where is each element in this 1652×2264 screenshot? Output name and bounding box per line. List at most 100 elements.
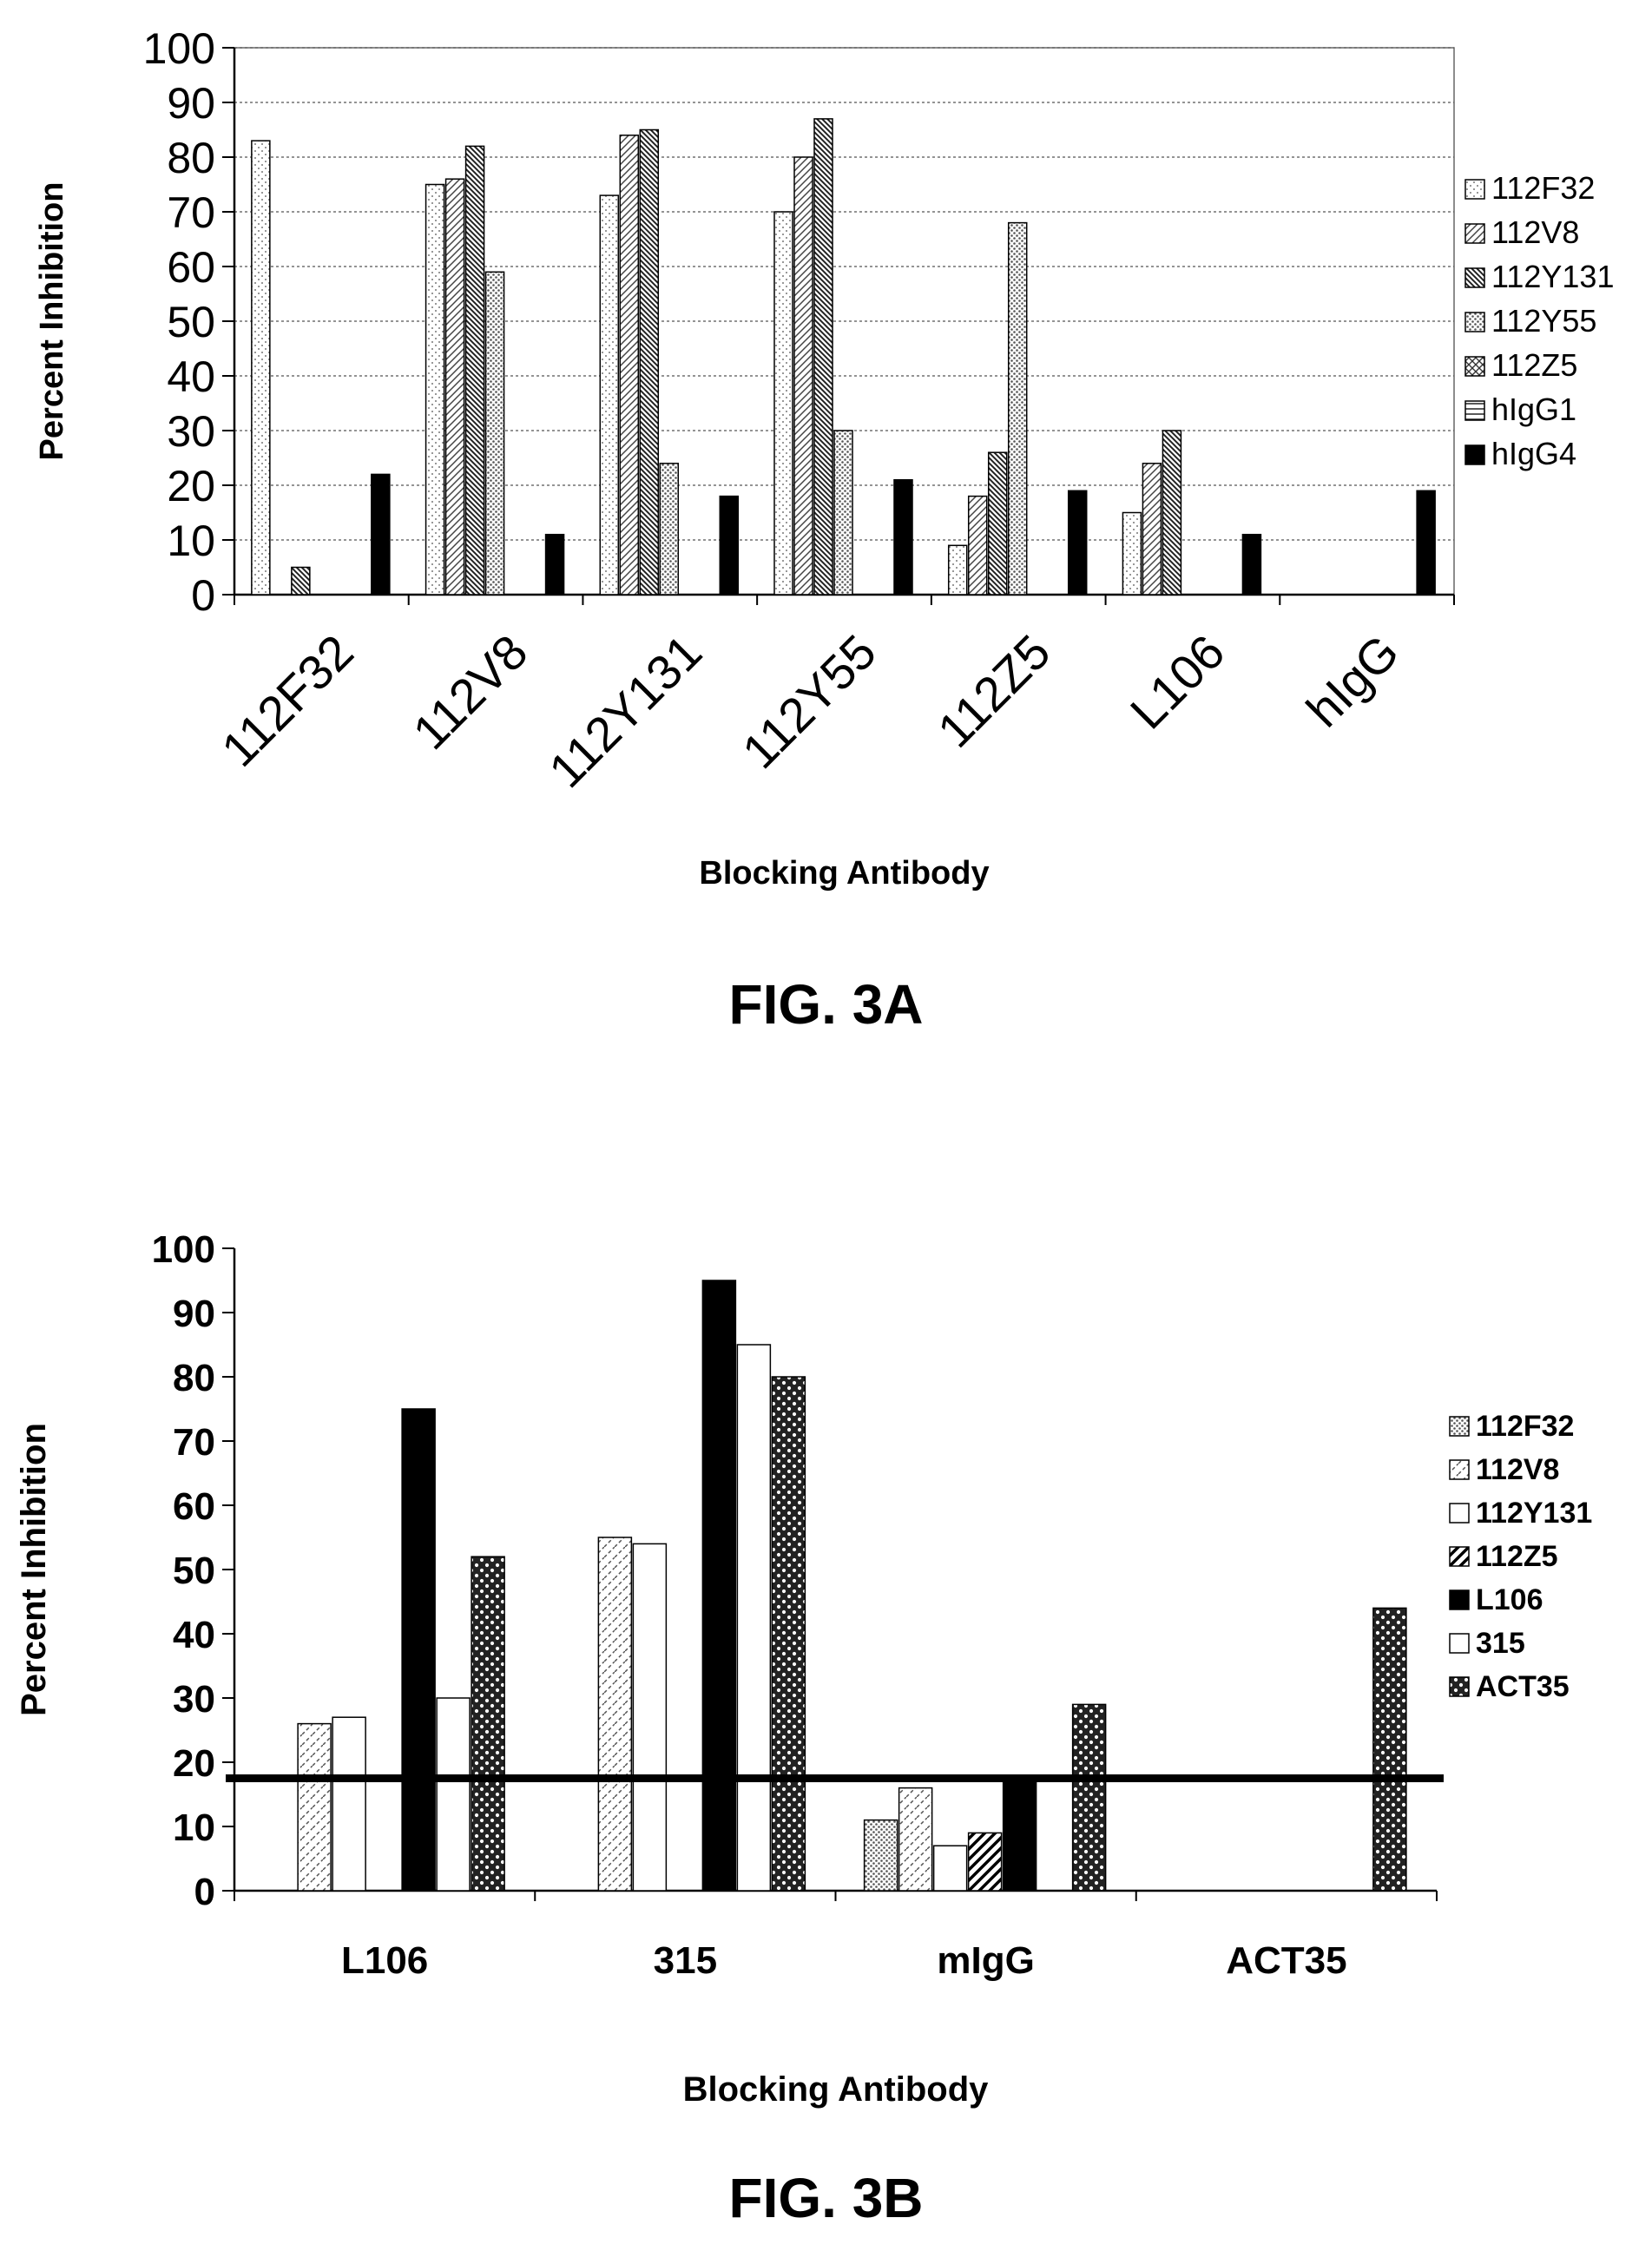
chart-3b-bar-112y131-l106 bbox=[332, 1716, 366, 1892]
chart-3b-y-tick-label: 50 bbox=[173, 1550, 215, 1592]
chart-3a-x-tick-label: 112V8 bbox=[402, 624, 537, 760]
chart-3a-legend-label-112f32: 112F32 bbox=[1491, 170, 1595, 206]
chart-3a-legend-label-higg4: hIgG4 bbox=[1491, 436, 1576, 471]
chart-3b-bar-112v8-migg bbox=[898, 1787, 933, 1892]
chart-3a-bar-112v8-l106 bbox=[1142, 463, 1162, 596]
chart-3a-y-tick-label: 40 bbox=[167, 352, 215, 401]
chart-3b-y-tick-label: 20 bbox=[173, 1742, 215, 1785]
chart-3a-bar-higg4-l106 bbox=[1241, 533, 1262, 596]
chart-3a-bar-112y131-112z5 bbox=[987, 451, 1008, 596]
chart-3a-x-tick-label: 112Y131 bbox=[538, 624, 712, 798]
chart-3b-bar-112z5-migg bbox=[967, 1832, 1003, 1892]
chart-3b-bar-act35-migg bbox=[1071, 1703, 1107, 1892]
chart-3a-legend-swatch-higg1 bbox=[1464, 400, 1485, 421]
chart-3b-legend-label-l106: L106 bbox=[1476, 1583, 1543, 1616]
chart-3a-bar-112y131-l106 bbox=[1162, 430, 1182, 596]
chart-3b-legend-label-112y131: 112Y131 bbox=[1476, 1497, 1592, 1530]
chart-3a-bar-112y55-112z5 bbox=[1007, 221, 1028, 596]
chart-3b-y-tick-label: 90 bbox=[173, 1293, 215, 1335]
chart-3a-y-tick-label: 30 bbox=[167, 407, 215, 456]
chart-3b-legend-swatch-l106 bbox=[1449, 1589, 1470, 1610]
chart-3b-bar-315-l106 bbox=[436, 1697, 471, 1892]
chart-3b-y-tick-label: 70 bbox=[173, 1421, 215, 1464]
chart-3b-x-tick-label: L106 bbox=[341, 1939, 428, 1982]
chart-3a-bar-higg4-112z5 bbox=[1067, 490, 1088, 596]
chart-3a-y-tick-label: 60 bbox=[167, 243, 215, 292]
chart-3a-legend-swatch-112y55 bbox=[1464, 312, 1485, 332]
chart-3b-bar-315-315 bbox=[736, 1344, 772, 1892]
chart-3a-legend-swatch-112z5 bbox=[1464, 356, 1485, 377]
chart-3b-y-tick-label: 40 bbox=[173, 1614, 215, 1656]
chart-3a-legend-swatch-112v8 bbox=[1464, 223, 1485, 244]
chart-3a-legend-swatch-112f32 bbox=[1464, 179, 1485, 200]
chart-3a-x-tick-label: 112Y55 bbox=[732, 624, 886, 779]
chart-3b-bar-l106-315 bbox=[701, 1280, 737, 1892]
chart-3b-legend-swatch-112v8 bbox=[1449, 1459, 1470, 1480]
chart-3a-bar-112f32-l106 bbox=[1122, 511, 1142, 596]
chart-3a-bar-112y131-112y55 bbox=[813, 118, 833, 596]
chart-3a-bar-112y55-112v8 bbox=[484, 271, 505, 596]
chart-3b-legend-swatch-112f32 bbox=[1449, 1416, 1470, 1437]
chart-3b-legend-swatch-act35 bbox=[1449, 1676, 1470, 1697]
chart-3b-bar-l106-migg bbox=[1002, 1774, 1037, 1892]
figure-3b: 0 10 20 30 40 50 60 70 80 90 100 L106 315 mIgG ACT35 Pe… bbox=[0, 1120, 1652, 2260]
chart-3a-legend-label-112y55: 112Y55 bbox=[1491, 303, 1596, 339]
chart-3a-legend-label-112v8: 112V8 bbox=[1491, 214, 1579, 250]
chart-3a-bar-112v8-112y55 bbox=[793, 156, 813, 596]
chart-3a-legend-label-112z5: 112Z5 bbox=[1491, 347, 1577, 383]
chart-3a-legend-swatch-112y131 bbox=[1464, 267, 1485, 288]
chart-3b-bar-112y131-migg bbox=[932, 1845, 968, 1892]
chart-3a-bar-112f32-112v8 bbox=[425, 183, 445, 596]
chart-3b: 0 10 20 30 40 50 60 70 80 90 100 L106 315 mIgG ACT35 Pe… bbox=[15, 1228, 1592, 2109]
chart-3a-bar-112y131-112f32 bbox=[291, 566, 311, 596]
chart-3b-bar-act35-315 bbox=[771, 1376, 806, 1892]
chart-3b-y-tick-label: 10 bbox=[173, 1807, 215, 1849]
chart-3b-bar-l106-l106 bbox=[401, 1408, 436, 1892]
chart-3a-bar-112y55-112y131 bbox=[659, 463, 680, 596]
chart-3b-bar-112y131-315 bbox=[632, 1543, 668, 1892]
chart-3b-bar-112v8-315 bbox=[597, 1537, 633, 1892]
chart-3a-bar-112v8-112v8 bbox=[444, 178, 465, 596]
chart-3a-y-axis-label: Percent Inhibition bbox=[34, 182, 70, 461]
chart-3a-bar-higg4-112y131 bbox=[719, 495, 740, 596]
chart-3b-x-tick-label: mIgG bbox=[937, 1939, 1034, 1982]
figure-3b-caption: FIG. 3B bbox=[728, 2167, 924, 2229]
chart-3a-bar-112y131-112v8 bbox=[464, 145, 485, 596]
chart-3a-y-tick-label: 90 bbox=[167, 79, 215, 128]
chart-3b-legend-label-112v8: 112V8 bbox=[1476, 1453, 1559, 1486]
chart-3a-legend-label-higg1: hIgG1 bbox=[1491, 392, 1576, 427]
chart-3a-y-tick-label: 50 bbox=[167, 298, 215, 346]
chart-3b-y-tick-label: 30 bbox=[173, 1678, 215, 1721]
chart-3a-x-tick-label: 112F32 bbox=[211, 624, 364, 777]
chart-3b-y-axis-label: Percent Inhibition bbox=[15, 1423, 53, 1716]
chart-3a-legend-label-112y131: 112Y131 bbox=[1491, 259, 1614, 294]
chart-3b-legend-swatch-315 bbox=[1449, 1633, 1470, 1654]
chart-3a-bar-higg4-112y55 bbox=[893, 478, 913, 596]
chart-3b-y-tick-label: 80 bbox=[173, 1357, 215, 1399]
chart-3b-legend-swatch-112z5 bbox=[1449, 1546, 1470, 1567]
chart-3a-y-tick-label: 0 bbox=[191, 571, 215, 620]
chart-3b-bar-112f32-migg bbox=[863, 1819, 898, 1892]
chart-3a-legend-swatch-higg4 bbox=[1464, 444, 1485, 465]
chart-3a-y-tick-label: 80 bbox=[167, 134, 215, 182]
chart-3b-y-tick-label: 60 bbox=[173, 1485, 215, 1528]
chart-3a-bar-higg4-112f32 bbox=[371, 473, 391, 596]
chart-3b-bar-act35-act35 bbox=[1372, 1607, 1407, 1892]
chart-3a-x-tick-label: L106 bbox=[1120, 624, 1235, 740]
chart-3a-y-tick-label: 10 bbox=[167, 517, 215, 565]
chart-3b-bar-112v8-l106 bbox=[297, 1722, 332, 1892]
chart-3b-legend-label-112z5: 112Z5 bbox=[1476, 1540, 1558, 1573]
chart-3a-bar-112y55-112y55 bbox=[833, 430, 853, 596]
chart-3a-bar-112f32-112z5 bbox=[947, 544, 968, 596]
chart-3b-legend-label-315: 315 bbox=[1476, 1627, 1525, 1660]
chart-3a-bar-112f32-112y131 bbox=[599, 194, 620, 596]
chart-3a-bar-112y131-112y131 bbox=[639, 128, 660, 596]
chart-3a-bar-112v8-112z5 bbox=[967, 495, 988, 596]
chart-3b-legend-label-act35: ACT35 bbox=[1476, 1670, 1570, 1703]
chart-3a-x-tick-label: 112Z5 bbox=[927, 624, 1061, 758]
chart-3a-bar-112v8-112y131 bbox=[619, 135, 640, 596]
chart-3a-y-tick-label: 20 bbox=[167, 462, 215, 510]
chart-3b-x-tick-label: ACT35 bbox=[1226, 1939, 1346, 1982]
chart-3a-y-tick-label: 100 bbox=[143, 24, 215, 73]
chart-3a-bar-112f32-112f32 bbox=[251, 140, 271, 596]
